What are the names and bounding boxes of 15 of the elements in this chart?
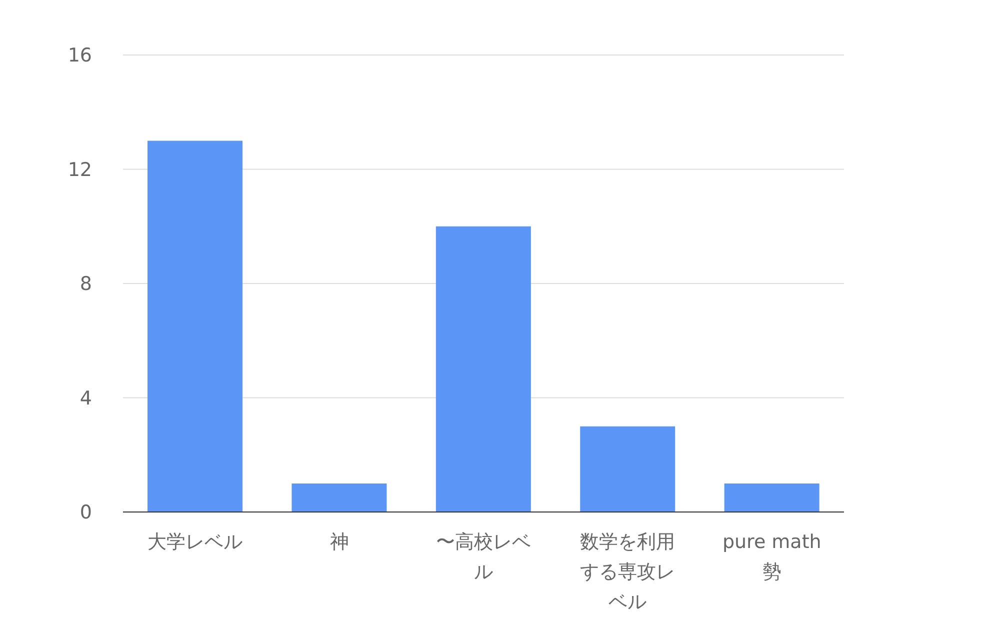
x-tick-label: 〜高校レベル (436, 531, 531, 583)
y-tick-label: 8 (80, 273, 92, 296)
bar (580, 426, 676, 512)
y-tick-label: 4 (80, 387, 92, 410)
x-tick-label: 神 (330, 531, 349, 553)
y-tick-label: 0 (80, 502, 92, 524)
y-tick-label: 12 (68, 158, 92, 181)
bar (724, 483, 820, 512)
y-tick-label: 16 (68, 44, 92, 67)
x-tick-label: 数学を利用する専攻レベル (580, 531, 676, 613)
x-tick-label: pure math 勢 (722, 531, 822, 583)
x-tick-label: 大学レベル (148, 531, 243, 553)
bar (436, 226, 531, 512)
bar (292, 483, 387, 512)
bar (148, 140, 243, 512)
